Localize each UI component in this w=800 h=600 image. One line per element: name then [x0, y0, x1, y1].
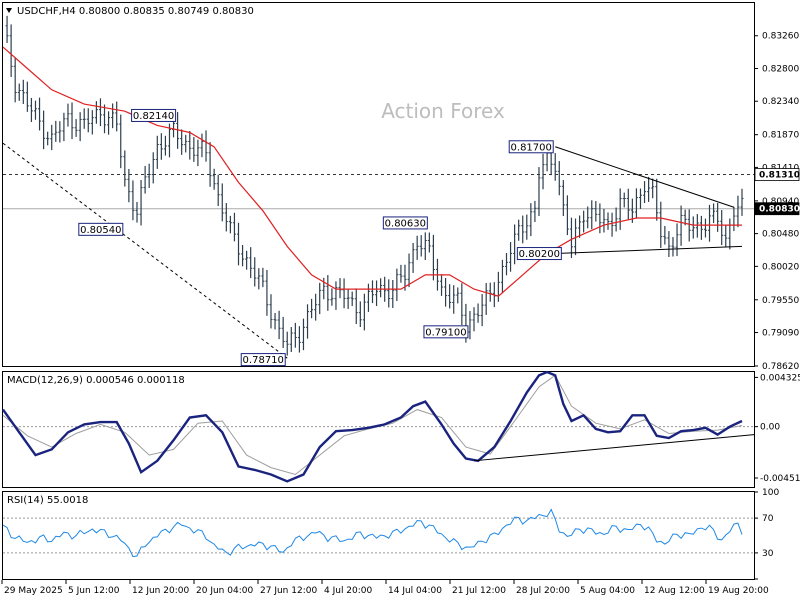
x-tick-label: 12 Aug 12:00 [644, 586, 705, 596]
x-tick-label: 5 Jun 12:00 [68, 586, 120, 596]
macd-trendline [473, 434, 755, 462]
symbol-header: USDCHF,H4 0.80800 0.80835 0.80749 0.8083… [17, 6, 254, 17]
y-tick-label: 0.79090 [762, 329, 799, 339]
x-tick-label: 12 Jun 20:00 [132, 586, 189, 596]
y-tick-label: 0.82800 [762, 64, 799, 74]
x-tick-label: 14 Jul 04:00 [388, 586, 442, 596]
rsi-plot [2, 508, 754, 558]
rsi-tick-label: 30 [762, 549, 774, 559]
price-axis-tag [754, 168, 800, 181]
x-tick-label: 20 Jun 04:00 [196, 586, 253, 596]
x-tick-label: 21 Jul 12:00 [452, 586, 506, 596]
macd-title: MACD(12,26,9) 0.000546 0.000118 [7, 375, 185, 386]
price-axis-tag [754, 202, 800, 216]
price-label: 0.80200 [519, 249, 560, 260]
y-tick-label: 0.78620 [762, 362, 799, 372]
macd-tick-label: -0.004511 [760, 474, 800, 484]
price-label-box [131, 108, 177, 122]
macd-signal-line [2, 374, 743, 476]
price-label-box [382, 216, 428, 230]
y-tick-label: 0.83260 [762, 32, 799, 42]
price-label-box [508, 140, 554, 154]
macd-line [2, 370, 743, 483]
x-tick-label: 5 Aug 04:00 [580, 586, 635, 596]
rsi-panel-frame [2, 491, 755, 580]
rsi-line [2, 508, 743, 558]
price-label: 0.80630 [385, 218, 426, 229]
price-label: 0.79100 [425, 327, 466, 338]
price-bars [5, 15, 744, 356]
y-tick-label: 0.80480 [762, 230, 799, 240]
price-label: 0.82140 [133, 111, 174, 122]
x-tick-label: 29 May 2025 [4, 586, 63, 596]
price-levels [3, 174, 754, 210]
price-panel-frame [2, 2, 755, 367]
price-label-box [240, 353, 286, 367]
x-tick-label: 28 Jul 20:00 [516, 586, 570, 596]
macd-tick-label: 0.004325 [760, 373, 800, 383]
trendline [2, 142, 288, 359]
collapse-triangle-icon[interactable] [6, 8, 12, 13]
rsi-title: RSI(14) 55.0018 [7, 495, 88, 506]
price-label: 0.81700 [511, 142, 552, 153]
y-tick-label: 0.79550 [762, 296, 799, 306]
price-axis-tag-label: 0.81310 [759, 171, 800, 181]
y-tick-label: 0.80940 [762, 197, 799, 207]
price-label: 0.78710 [243, 355, 284, 366]
price-label: 0.80540 [80, 225, 121, 236]
x-tick-label: 4 Jul 20:00 [324, 586, 373, 596]
rsi-tick-label: 100 [762, 488, 779, 498]
price-lines [2, 46, 743, 359]
rsi-tick-label: 70 [762, 514, 774, 524]
price-axis: 0.832600.828000.823400.818700.814100.809… [754, 32, 800, 372]
price-label-box [423, 325, 469, 339]
price-label-box [78, 222, 124, 236]
macd-panel-frame [2, 371, 755, 488]
price-axis-tag-label: 0.80830 [759, 205, 800, 215]
moving-average-line [2, 46, 742, 297]
price-label-box [516, 247, 562, 261]
trendline [555, 146, 735, 208]
macd-plot [2, 370, 755, 483]
macd-tick-label: 0.00 [760, 423, 780, 433]
watermark: Action Forex [381, 99, 505, 123]
x-tick-label: 27 Jun 12:00 [260, 586, 317, 596]
rsi-axis: 100 70 30 [754, 488, 779, 580]
macd-axis: 0.004325 0.00 -0.004511 [754, 373, 800, 484]
y-tick-label: 0.82340 [762, 97, 799, 107]
y-tick-label: 0.81870 [762, 131, 799, 141]
time-axis: 29 May 2025 5 Jun 12:00 12 Jun 20:00 20 Jun… [1, 580, 769, 596]
y-tick-label: 0.80020 [762, 262, 799, 272]
trendline [555, 245, 743, 255]
x-tick-label: 19 Aug 20:00 [708, 586, 769, 596]
price-annotations: 0.82140 0.80540 0.78710 0.80630 0.79100 0.817… [78, 108, 562, 367]
